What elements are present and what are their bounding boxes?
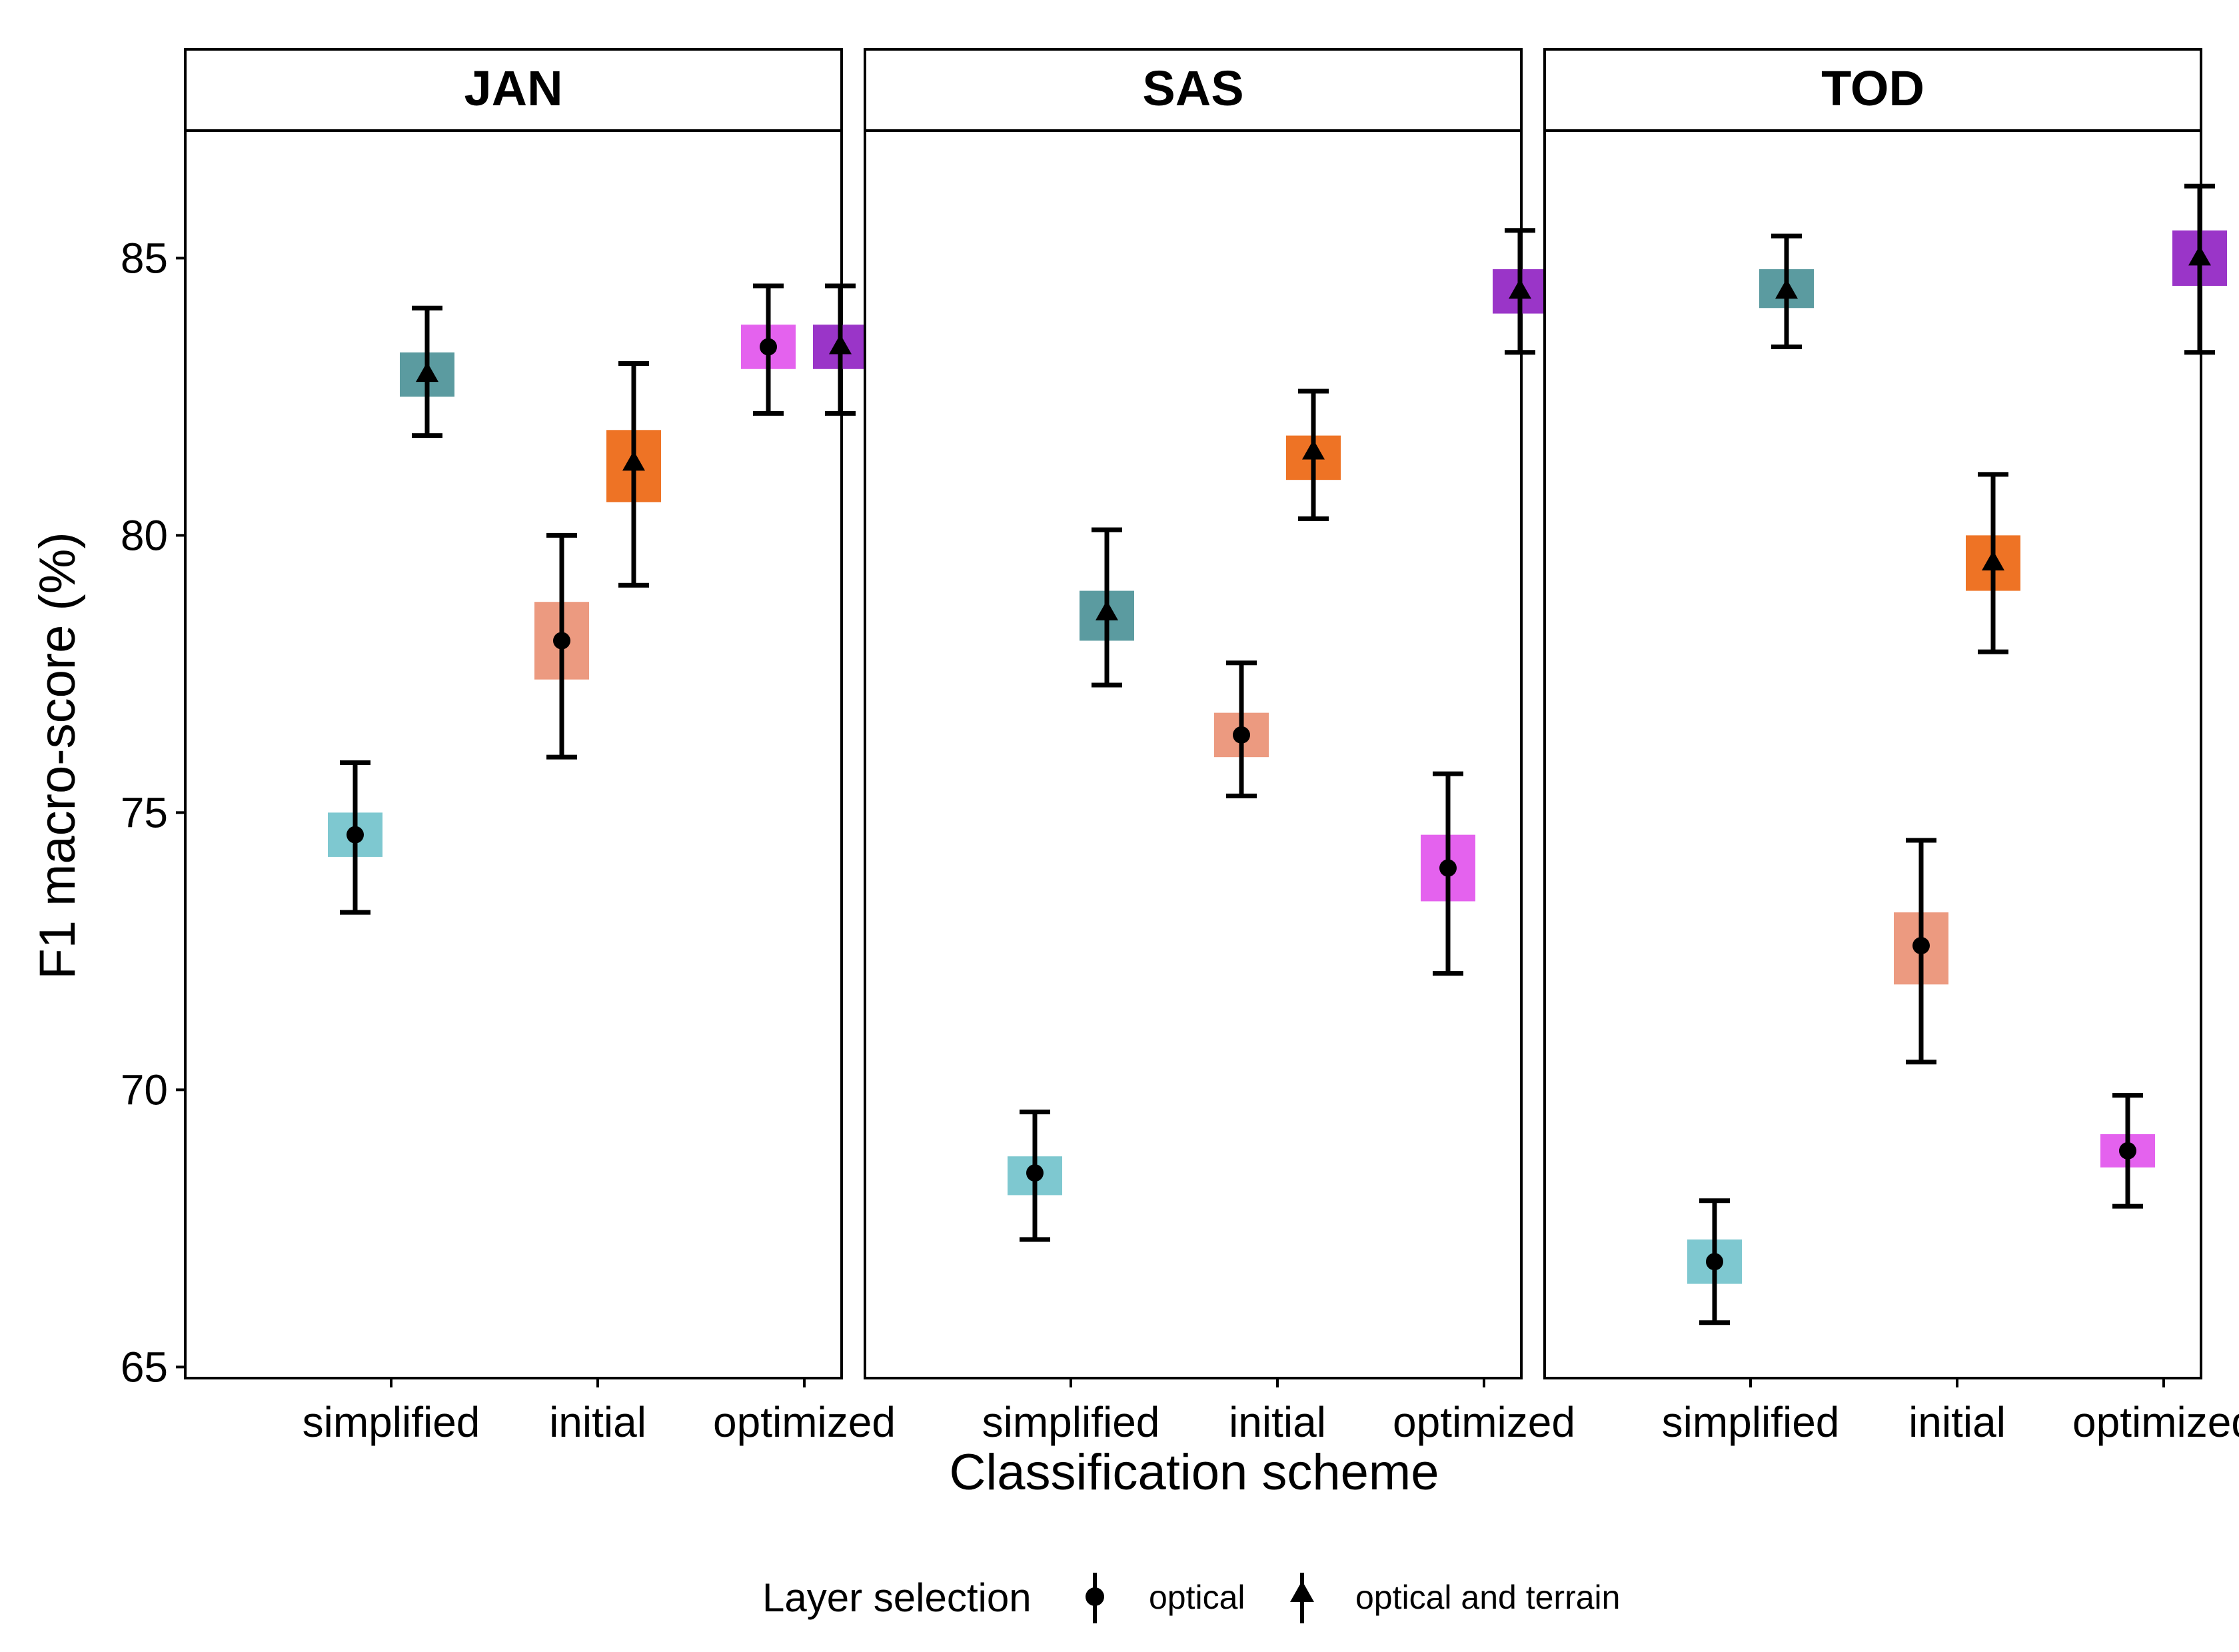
legend: Layer selection optical optical and terr… bbox=[762, 1573, 1620, 1623]
data-point-simplified-optical-terrain bbox=[400, 305, 454, 438]
facet-strip bbox=[184, 48, 843, 132]
point-marker-circle bbox=[553, 632, 570, 650]
facet-strip bbox=[864, 48, 1523, 132]
facet-panels: JAN simplified initial optimized SAS simplifi… bbox=[184, 48, 2239, 1446]
data-point-simplified-optical-terrain bbox=[1080, 527, 1134, 688]
x-tick-label: optimized bbox=[2072, 1398, 2239, 1446]
point-marker-triangle bbox=[1509, 279, 1531, 299]
data-point-initial-optical bbox=[534, 532, 589, 760]
point-marker-triangle bbox=[1982, 550, 2004, 570]
x-tick-label: simplified bbox=[982, 1398, 1160, 1446]
data-point-simplified-optical bbox=[1687, 1198, 1742, 1325]
point-marker-circle bbox=[347, 826, 364, 844]
x-tick-label: simplified bbox=[1662, 1398, 1840, 1446]
point-marker-circle bbox=[1706, 1253, 1723, 1271]
facet-jan: JAN simplified initial optimized bbox=[184, 48, 896, 1446]
y-tick-label: 70 bbox=[121, 1066, 168, 1114]
data-point-simplified-optical-terrain bbox=[1759, 233, 1814, 349]
point-marker-triangle bbox=[416, 362, 438, 383]
y-tick-label: 80 bbox=[121, 511, 168, 559]
point-marker-triangle bbox=[2188, 245, 2211, 266]
data-point-simplified-optical bbox=[328, 760, 382, 915]
data-point-initial-optical bbox=[1214, 660, 1269, 798]
data-point-optimized-optical bbox=[2100, 1093, 2155, 1209]
x-tick-label: optimized bbox=[713, 1398, 896, 1446]
legend-title: Layer selection bbox=[762, 1575, 1032, 1620]
x-tick-label: initial bbox=[1229, 1398, 1326, 1446]
x-tick-label: initial bbox=[549, 1398, 646, 1446]
x-tick-label: optimized bbox=[1393, 1398, 1575, 1446]
legend-optical-terrain-triangle-icon bbox=[1290, 1581, 1314, 1602]
x-tick-label: initial bbox=[1908, 1398, 2006, 1446]
facet-strip bbox=[1543, 48, 2202, 132]
facet-panel-frame bbox=[864, 129, 1523, 1379]
facet-strip-label: JAN bbox=[464, 61, 562, 116]
y-tick-label: 65 bbox=[121, 1343, 168, 1391]
point-marker-circle bbox=[1439, 859, 1457, 877]
facet-strip-label: SAS bbox=[1142, 61, 1243, 116]
facet-panel-frame bbox=[184, 129, 843, 1379]
y-tick-label: 75 bbox=[121, 788, 168, 836]
data-point-initial-optical-terrain bbox=[606, 361, 661, 588]
facet-strip-label: TOD bbox=[1821, 61, 1924, 116]
point-marker-circle bbox=[1026, 1164, 1044, 1182]
data-point-initial-optical bbox=[1894, 838, 1948, 1065]
y-axis: 65 70 75 80 85 bbox=[121, 234, 185, 1391]
point-marker-circle bbox=[760, 338, 777, 356]
data-point-optimized-optical-terrain bbox=[1493, 228, 1547, 355]
point-marker-triangle bbox=[829, 334, 852, 355]
x-tick-label: simplified bbox=[303, 1398, 480, 1446]
y-axis-title: F1 macro-score (%) bbox=[29, 532, 86, 979]
point-marker-circle bbox=[1233, 726, 1250, 744]
x-axis-title: Classification scheme bbox=[950, 1444, 1439, 1501]
data-point-initial-optical-terrain bbox=[1286, 389, 1341, 521]
point-marker-triangle bbox=[1096, 600, 1118, 620]
legend-label-optical: optical bbox=[1149, 1579, 1245, 1616]
data-point-optimized-optical-terrain bbox=[813, 283, 868, 416]
facet-sas: SAS simplified initial optimized bbox=[864, 48, 1575, 1446]
facet-panel-frame bbox=[1543, 129, 2202, 1379]
data-point-optimized-optical-terrain bbox=[2172, 183, 2227, 355]
facet-tod: TOD simplified initial optimized bbox=[1543, 48, 2239, 1446]
data-point-optimized-optical bbox=[741, 283, 796, 416]
data-point-initial-optical-terrain bbox=[1966, 472, 2020, 654]
point-marker-circle bbox=[2119, 1142, 2136, 1160]
point-marker-triangle bbox=[1302, 439, 1325, 460]
y-tick-label: 85 bbox=[121, 234, 168, 282]
point-marker-circle bbox=[1912, 937, 1930, 955]
point-marker-triangle bbox=[622, 450, 645, 471]
data-point-simplified-optical bbox=[1008, 1110, 1062, 1242]
data-point-optimized-optical bbox=[1421, 771, 1475, 976]
legend-key-optical-terrain bbox=[1290, 1573, 1314, 1623]
legend-key-optical bbox=[1086, 1573, 1104, 1623]
point-marker-triangle bbox=[1775, 279, 1798, 299]
legend-optical-circle-icon bbox=[1086, 1587, 1104, 1606]
legend-label-optical-terrain: optical and terrain bbox=[1355, 1579, 1620, 1616]
